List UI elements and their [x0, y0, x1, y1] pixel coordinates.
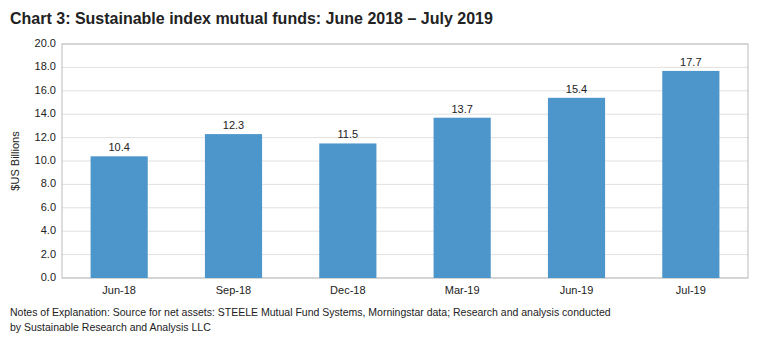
- x-tick-label: Mar-19: [445, 284, 480, 296]
- x-tick-label: Sep-18: [216, 284, 251, 296]
- data-label: 10.4: [108, 141, 129, 153]
- bar: [434, 118, 491, 278]
- bar: [662, 71, 719, 278]
- notes: Notes of Explanation: Source for net ass…: [10, 306, 611, 333]
- x-tick-label: Jun-19: [560, 284, 594, 296]
- bar: [91, 156, 148, 278]
- x-tick-label: Jun-18: [102, 284, 136, 296]
- bar: [205, 134, 262, 278]
- grid-line: [62, 67, 748, 68]
- note: Notes of Explanation: Source for net ass…: [10, 306, 611, 318]
- data-labels: 10.4 12.3 11.5 13.7 15.4 17.7: [108, 56, 701, 153]
- y-tick-label: 18.0: [35, 60, 56, 72]
- x-tick-label: Jul-19: [676, 284, 706, 296]
- grid-line: [62, 137, 748, 138]
- y-tick-label: 6.0: [41, 201, 56, 213]
- bar: [548, 98, 605, 278]
- data-label: 11.5: [338, 128, 359, 140]
- data-label: 12.3: [223, 119, 244, 131]
- chart-container: Chart 3: Sustainable index mutual funds:…: [0, 0, 760, 352]
- note: by Sustainable Research and Analysis LLC: [10, 321, 211, 333]
- y-axis: 0.0 2.0 4.0 6.0 8.0 10.0 12.0 14.0 16.0 18.0 20.0: [35, 37, 56, 283]
- grid-line: [62, 231, 748, 232]
- y-tick-label: 12.0: [35, 131, 56, 143]
- x-tick-label: Dec-18: [330, 284, 365, 296]
- data-label: 13.7: [451, 103, 472, 115]
- bars: [91, 71, 720, 278]
- y-tick-label: 0.0: [41, 271, 56, 283]
- y-axis-label: $US Billions: [9, 131, 21, 191]
- y-tick-label: 4.0: [41, 224, 56, 236]
- data-label: 17.7: [680, 56, 701, 68]
- grid: [62, 44, 748, 278]
- y-tick-label: 10.0: [35, 154, 56, 166]
- grid-line: [62, 161, 748, 162]
- y-tick-label: 8.0: [41, 177, 56, 189]
- chart-svg: Chart 3: Sustainable index mutual funds:…: [0, 0, 760, 352]
- bar: [319, 143, 376, 278]
- grid-line: [62, 184, 748, 185]
- y-tick-label: 14.0: [35, 107, 56, 119]
- grid-line: [62, 114, 748, 115]
- y-tick-label: 16.0: [35, 84, 56, 96]
- grid-line: [62, 207, 748, 208]
- x-axis: Jun-18 Sep-18 Dec-18 Mar-19 Jun-19 Jul-19: [102, 284, 705, 296]
- data-label: 15.4: [566, 83, 587, 95]
- grid-line: [62, 90, 748, 91]
- y-tick-label: 2.0: [41, 248, 56, 260]
- y-tick-label: 20.0: [35, 37, 56, 49]
- title: Chart 3: Sustainable index mutual funds:…: [10, 10, 493, 27]
- grid-line: [62, 254, 748, 255]
- plot-frame: [62, 44, 748, 278]
